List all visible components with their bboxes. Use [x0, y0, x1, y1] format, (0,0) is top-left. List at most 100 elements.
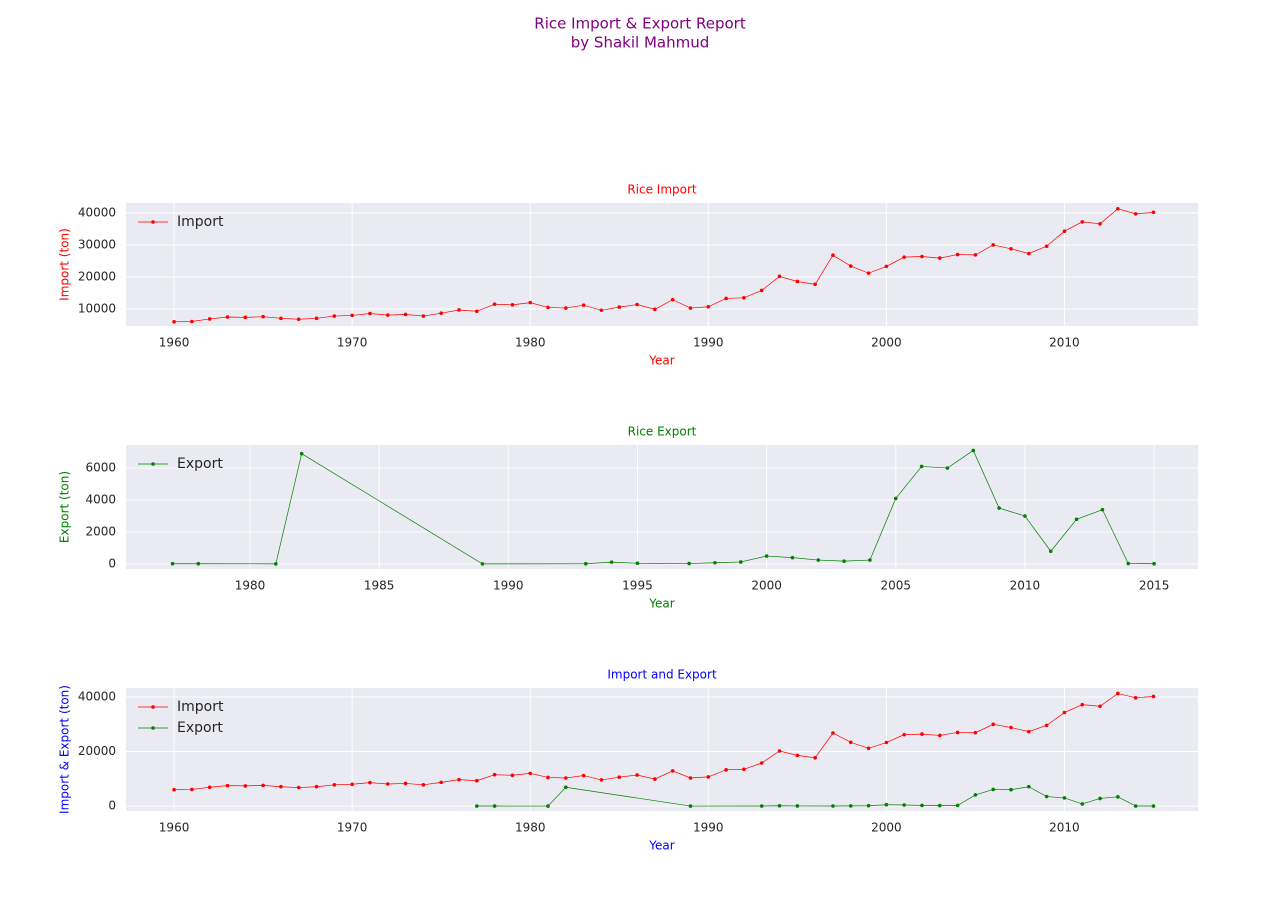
data-point: [581, 773, 586, 778]
data-point: [670, 769, 675, 773]
data-point: [243, 784, 248, 788]
x-tick-label: 1960: [159, 336, 190, 350]
legend-label: Export: [177, 720, 223, 736]
data-point: [884, 264, 889, 269]
data-point: [816, 558, 821, 562]
data-point: [225, 315, 230, 319]
data-point: [403, 312, 408, 317]
figure-title: Rice Import & Export Report: [534, 15, 746, 33]
data-point: [1100, 507, 1105, 512]
plot-area: [126, 203, 1198, 326]
data-point: [759, 288, 764, 293]
data-point: [279, 316, 283, 321]
data-point: [599, 308, 604, 313]
data-point: [475, 309, 479, 314]
legend-marker: [151, 462, 155, 466]
data-point: [831, 804, 835, 808]
data-point: [813, 756, 817, 760]
data-point: [1133, 212, 1138, 216]
data-point: [546, 305, 550, 310]
data-point: [991, 722, 996, 727]
legend-label: Import: [177, 214, 224, 230]
data-point: [955, 803, 960, 808]
data-point: [1133, 696, 1138, 700]
y-tick-label: 0: [108, 799, 116, 813]
data-point: [866, 271, 871, 275]
data-point: [706, 775, 711, 779]
y-tick-label: 10000: [78, 302, 116, 316]
data-point: [546, 775, 550, 780]
data-point: [919, 464, 924, 469]
x-tick-label: 1990: [493, 579, 524, 593]
data-point: [991, 787, 996, 792]
data-point: [1080, 702, 1085, 707]
data-point: [1098, 222, 1102, 226]
data-point: [759, 761, 764, 765]
data-point: [296, 317, 301, 322]
data-point: [510, 303, 515, 307]
data-point: [332, 314, 337, 318]
subplot: 1960 1970 1980 1990 2000 2010 0 20000 40000 Impor…: [58, 668, 1198, 853]
data-point: [724, 768, 728, 772]
data-point: [795, 804, 800, 808]
y-tick-label: 40000: [78, 205, 116, 219]
subplot: 1980 1985 1990 1995 2000 2005 2010 2015 0 2000 400…: [58, 425, 1198, 611]
data-point: [261, 314, 265, 319]
y-tick-label: 0: [108, 557, 116, 571]
y-axis-label: Import & Export (ton): [58, 685, 72, 814]
data-point: [196, 561, 201, 566]
data-point: [973, 793, 978, 797]
data-point: [274, 562, 278, 566]
data-point: [937, 803, 942, 808]
data-point: [997, 506, 1001, 510]
data-point: [937, 256, 942, 260]
data-point: [314, 784, 319, 789]
y-axis-label: Import (ton): [58, 228, 72, 301]
y-tick-label: 40000: [78, 690, 116, 704]
data-point: [688, 804, 693, 808]
data-point: [279, 784, 283, 789]
data-point: [368, 311, 372, 316]
data-point: [475, 778, 479, 783]
x-tick-label: 2000: [751, 579, 782, 593]
data-point: [314, 316, 319, 321]
data-point: [848, 804, 853, 808]
data-point: [971, 448, 976, 453]
data-point: [1044, 244, 1049, 249]
data-point: [945, 466, 950, 470]
data-point: [581, 303, 586, 307]
data-point: [350, 313, 354, 318]
data-point: [1080, 220, 1085, 224]
data-point: [1074, 517, 1079, 522]
data-point: [564, 785, 568, 790]
subplot-title: Rice Export: [628, 425, 697, 439]
legend-marker: [151, 705, 155, 709]
data-point: [1027, 251, 1031, 256]
x-tick-label: 2010: [1010, 579, 1041, 593]
data-point: [1116, 206, 1120, 211]
x-tick-label: 2010: [1049, 336, 1080, 350]
data-point: [1151, 804, 1156, 808]
legend-label: Import: [177, 699, 224, 715]
data-point: [609, 560, 614, 564]
data-point: [713, 560, 717, 565]
data-point: [884, 740, 889, 745]
data-point: [635, 302, 639, 307]
data-point: [893, 496, 898, 501]
data-point: [1044, 723, 1049, 728]
data-point: [955, 730, 960, 735]
legend-label: Export: [177, 456, 223, 472]
subplot: 1960 1970 1980 1990 2000 2010 10000 20000 30000 4…: [58, 183, 1198, 368]
x-tick-label: 1990: [693, 821, 724, 835]
data-point: [1062, 710, 1067, 715]
data-point: [777, 749, 782, 753]
data-point: [706, 304, 711, 309]
data-point: [1151, 210, 1156, 215]
x-tick-label: 1980: [515, 821, 546, 835]
y-tick-label: 30000: [78, 237, 116, 251]
data-point: [1009, 247, 1013, 251]
x-tick-label: 1970: [337, 336, 368, 350]
x-tick-label: 2005: [881, 579, 912, 593]
data-point: [653, 307, 657, 312]
x-tick-label: 2015: [1139, 579, 1170, 593]
